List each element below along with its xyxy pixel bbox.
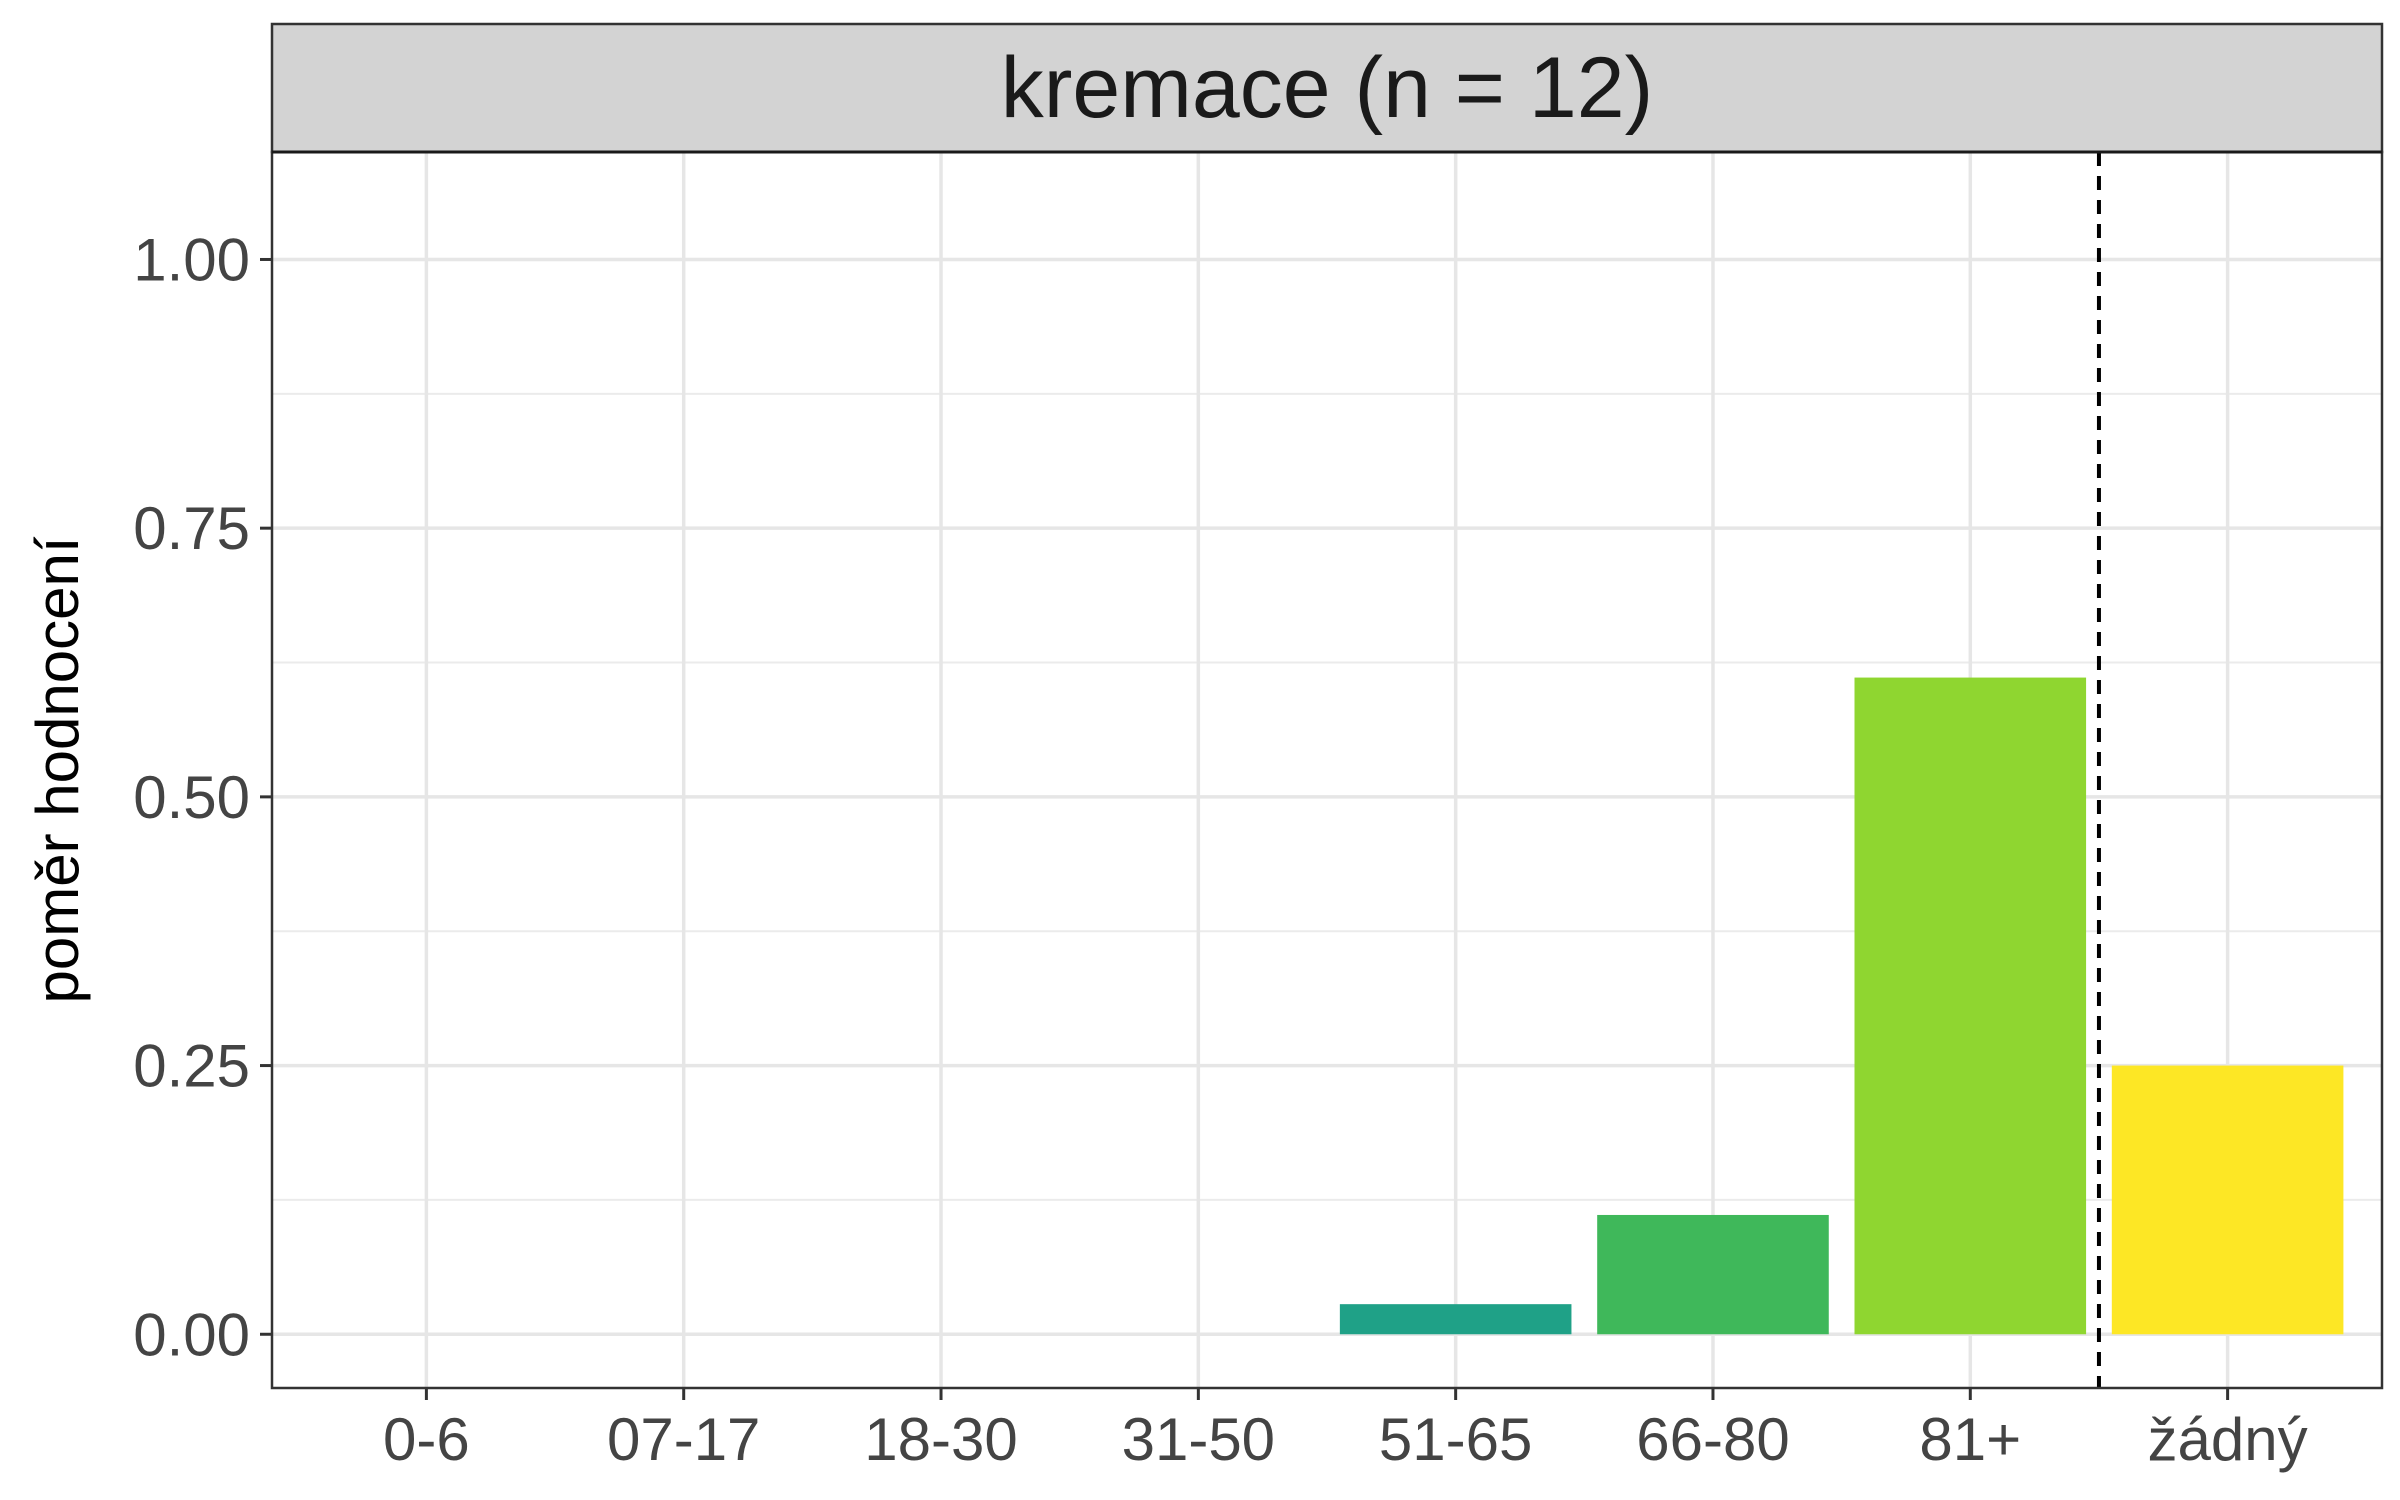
- y-tick-label: 0.75: [133, 495, 250, 562]
- y-tick-label: 0.50: [133, 764, 250, 831]
- bar-žádný: [2111, 1065, 2344, 1335]
- bars: [1339, 677, 2344, 1335]
- x-tick-label: 81+: [1919, 1406, 2021, 1473]
- bar-66-80: [1597, 1214, 1829, 1335]
- x-axis: 0-6 07-17 18-30 31-50 51-65 66-80 81+ žádný: [383, 1388, 2308, 1473]
- bar-51-65: [1339, 1304, 1572, 1335]
- x-tick-label: 66-80: [1636, 1406, 1789, 1473]
- x-tick-label: 18-30: [864, 1406, 1017, 1473]
- x-tick-label: 51-65: [1379, 1406, 1532, 1473]
- x-tick-label: 07-17: [607, 1406, 760, 1473]
- y-axis: 0.00 0.25 0.50 0.75 1.00: [133, 226, 272, 1368]
- facet-title: kremace (n = 12): [1001, 40, 1653, 136]
- y-tick-label: 0.00: [133, 1301, 250, 1368]
- grid: [272, 152, 2382, 1388]
- y-tick-label: 1.00: [133, 226, 250, 293]
- x-tick-label: žádný: [2148, 1406, 2308, 1473]
- x-tick-label: 0-6: [383, 1406, 470, 1473]
- y-axis-label: poměr hodnocení: [24, 536, 91, 1003]
- bar-81+: [1854, 677, 2087, 1335]
- x-tick-label: 31-50: [1122, 1406, 1275, 1473]
- y-tick-label: 0.25: [133, 1033, 250, 1100]
